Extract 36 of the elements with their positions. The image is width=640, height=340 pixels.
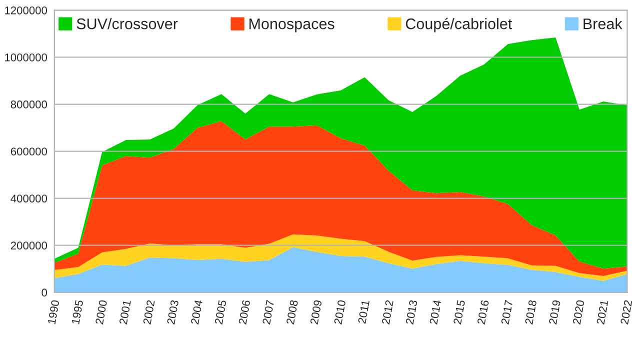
legend-label: Coupé/cabriolet	[406, 18, 512, 32]
x-tick-label: 2013	[406, 300, 418, 325]
x-tick-label: 2005	[214, 300, 226, 325]
x-tick-label: 2021	[596, 300, 608, 325]
x-tick-label: 2008	[286, 300, 298, 325]
x-tick-label: 2015	[453, 300, 466, 325]
x-tick-label: 2006	[238, 300, 250, 325]
x-tick-label: 2014	[429, 300, 442, 325]
y-tick-label: 1200000	[5, 6, 48, 14]
y-tick-label: 600000	[10, 148, 48, 156]
x-tick-label: 2017	[501, 300, 513, 325]
y-tick-label: 400000	[10, 194, 48, 202]
x-tick-label: 2001	[119, 300, 131, 325]
x-tick-label: 2010	[334, 300, 346, 325]
x-tick-label: 2019	[548, 300, 561, 325]
x-tick-label: 2003	[166, 300, 179, 325]
x-tick-label: 2016	[477, 300, 489, 325]
y-tick-label: 200000	[10, 242, 48, 250]
x-tick-label: 2012	[382, 300, 394, 325]
legend-label: SUV/crossover	[76, 18, 178, 30]
x-tick-label: 2011	[358, 300, 370, 324]
x-tick-label: 1995	[71, 300, 84, 324]
y-tick-label: 1000000	[5, 54, 48, 62]
x-tick-label: 2009	[310, 300, 322, 325]
legend-label: Break	[584, 18, 622, 30]
x-tick-label: 2007	[262, 300, 274, 325]
x-tick-label: 1990	[48, 300, 60, 324]
x-tick-label: 2020	[572, 300, 584, 325]
x-tick-label: 2000	[95, 300, 108, 325]
x-tick-label: 2004	[190, 300, 203, 325]
x-tick-label: 2018	[524, 300, 537, 325]
x-tick-label: 2022	[620, 300, 632, 325]
y-tick-label: 0	[42, 288, 48, 297]
y-tick-label: 800000	[10, 100, 48, 108]
legend-label: Monospaces	[249, 18, 334, 32]
x-tick-label: 2002	[143, 300, 155, 325]
